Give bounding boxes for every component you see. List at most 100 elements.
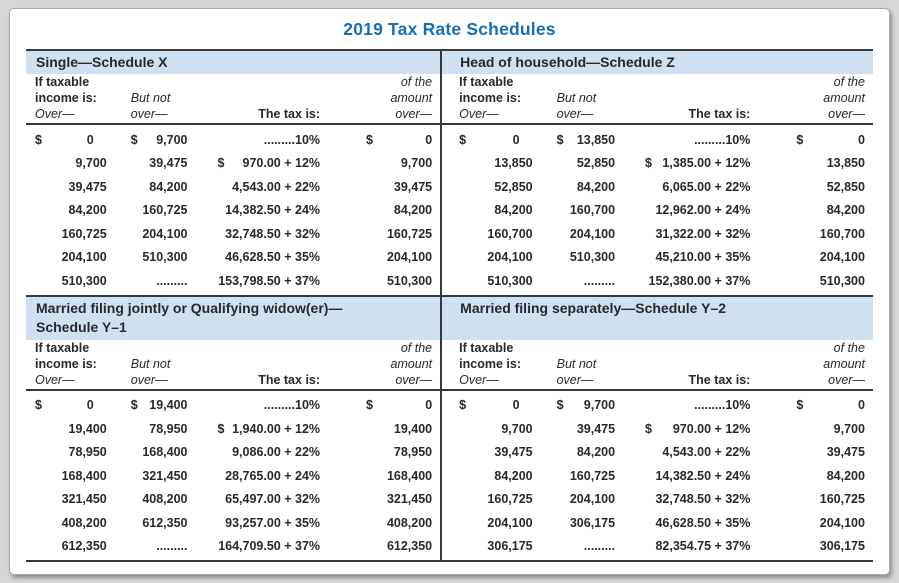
table-row: 9,700 39,475 $970.00 + 12% 9,700 [442,417,873,441]
amount-over-cell: 13,850 [750,156,873,170]
amount-over-cell: 9,700 [320,156,440,170]
but-not-over-column-header: But not over— [130,356,171,387]
tax-bracket-rows: $0 $13,850 .........10% $0 13,850 52,850 $1,38… [442,125,873,295]
section-title: Married filing separately—Schedule Y–2 [460,299,727,316]
over-value: 9,700 [75,156,107,171]
tax-cell: $1,385.00 + 12% [615,156,750,170]
table-row: 306,175......... 82,354.75 + 37% 306,175 [442,535,873,559]
but-not-over-value: 39,475 [149,156,188,171]
table-row: 168,400 321,450 28,765.00 + 24% 168,400 [26,464,440,488]
table-row: $0 $9,700 .........10% $0 [26,128,440,152]
but-not-over-value: ......... [583,539,616,554]
over-value: 306,175 [487,539,533,554]
table-row: 160,725 204,100 32,748.50 + 32% 160,725 [26,222,440,246]
amount-over-column-header: of the amount over— [390,75,433,121]
over-cell: 9,700 [26,156,107,171]
tax-value: 164,709.50 + 37% [218,539,321,554]
but-not-over-value: 160,725 [142,203,188,218]
tax-value: 1,385.00 + 12% [662,156,751,171]
tax-schedules-card: 2019 Tax Rate Schedules Single—Schedule … [9,8,890,575]
but-not-over-cell: 39,475 [533,422,615,436]
amount-over-cell: 39,475 [750,445,873,459]
tax-bracket-rows: $0 $19,400 .........10% $0 19,400 78,950 $1,94… [26,391,440,561]
table-row: $0 $9,700 .........10% $0 [442,394,873,418]
amount-over-cell: 9,700 [750,422,873,436]
tax-cell: 32,748.50 + 32% [188,227,320,241]
over-value: 19,400 [68,421,107,436]
table-row: 19,400 78,950 $1,940.00 + 12% 19,400 [26,417,440,441]
amount-over-column-header: of the amount over— [823,340,865,387]
dollar-sign: $ [130,398,138,413]
but-not-over-cell: 84,200 [533,445,615,459]
amount-over-cell: 39,475 [320,180,440,194]
amount-over-cell: 168,400 [320,469,440,483]
tax-cell: 14,382.50 + 24% [615,469,750,483]
tax-cell: $970.00 + 12% [188,156,321,170]
amount-over-value: 0 [858,132,865,147]
table-row: 78,950 168,400 9,086.00 + 22% 78,950 [26,441,440,465]
over-cell: 19,400 [26,422,107,436]
table-row: 84,200 160,725 14,382.50 + 24% 84,200 [442,464,873,488]
over-cell: 612,350 [26,539,107,553]
over-cell: 204,100 [26,250,107,264]
over-cell: $0 [26,133,107,147]
section-title: Single—Schedule X [36,54,168,70]
amount-over-value: 0 [425,398,433,413]
but-not-over-cell: 612,350 [107,516,187,530]
amount-over-value: 0 [425,132,433,147]
tax-cell: 152,380.00 + 37% [615,274,751,288]
over-value: 52,850 [494,179,533,194]
tax-cell: 6,065.00 + 22% [615,180,750,194]
tax-cell: $1,940.00 + 12% [188,422,321,436]
over-value: 39,475 [494,445,533,460]
tax-cell: 28,765.00 + 24% [188,469,320,483]
tax-value: 12,962.00 + 24% [655,203,751,218]
tax-value: 65,497.00 + 32% [225,492,321,507]
section-header-single: Single—Schedule X [26,51,441,74]
but-not-over-cell: $9,700 [533,398,615,412]
tax-cell: 82,354.75 + 37% [615,539,750,553]
over-value: 78,950 [68,445,107,460]
tax-value: 9,086.00 + 22% [232,445,321,460]
over-column-header: If taxable income is: Over— [35,340,97,387]
column-headers: If taxable income is: Over— But not over… [442,340,873,391]
tax-value: 93,257.00 + 35% [225,515,321,530]
tax-cell: 65,497.00 + 32% [188,492,321,507]
amount-over-cell: 84,200 [320,203,440,217]
table-row: 52,850 84,200 6,065.00 + 22% 52,850 [442,175,873,199]
table-row: 160,725 204,100 32,748.50 + 32% 160,725 [442,488,873,512]
but-not-over-cell: 84,200 [533,180,615,194]
dollar-sign: $ [217,156,225,171]
over-cell: 84,200 [450,203,532,217]
but-not-over-value: 78,950 [149,421,188,436]
tax-value: 45,210.00 + 35% [655,250,751,265]
amount-over-value: 204,100 [819,515,865,530]
over-value: 408,200 [61,515,107,530]
amount-over-value: 84,200 [393,203,433,218]
but-not-over-cell: 306,175 [533,516,615,530]
over-cell: $0 [26,398,107,412]
amount-over-value: 510,300 [819,273,865,288]
tax-value: 1,940.00 + 12% [232,421,321,436]
amount-over-cell: 160,725 [750,492,873,506]
over-value: 9,700 [501,421,533,436]
amount-over-value: 9,700 [400,156,433,171]
but-not-over-cell: 160,700 [533,203,615,217]
amount-over-value: 39,475 [393,179,433,194]
table-row: 84,200 160,700 12,962.00 + 24% 84,200 [442,199,873,223]
over-value: 13,850 [494,156,533,171]
tax-value: 4,543.00 + 22% [232,179,321,194]
but-not-over-value: ......... [583,273,616,288]
table-row: 510,300......... 152,380.00 + 37% 510,300 [442,269,873,293]
tax-cell: 32,748.50 + 32% [615,492,750,506]
but-not-over-value: 84,200 [576,445,616,460]
amount-over-value: 84,200 [826,203,865,218]
but-not-over-value: 204,100 [142,226,188,241]
amount-over-value: 84,200 [826,468,865,483]
over-value: 0 [512,132,520,147]
over-value: 321,450 [61,492,107,507]
tax-cell: 164,709.50 + 37% [188,539,321,554]
tax-cell: $970.00 + 12% [615,422,750,436]
over-cell: 160,725 [450,492,532,506]
over-cell: 160,725 [26,227,107,241]
